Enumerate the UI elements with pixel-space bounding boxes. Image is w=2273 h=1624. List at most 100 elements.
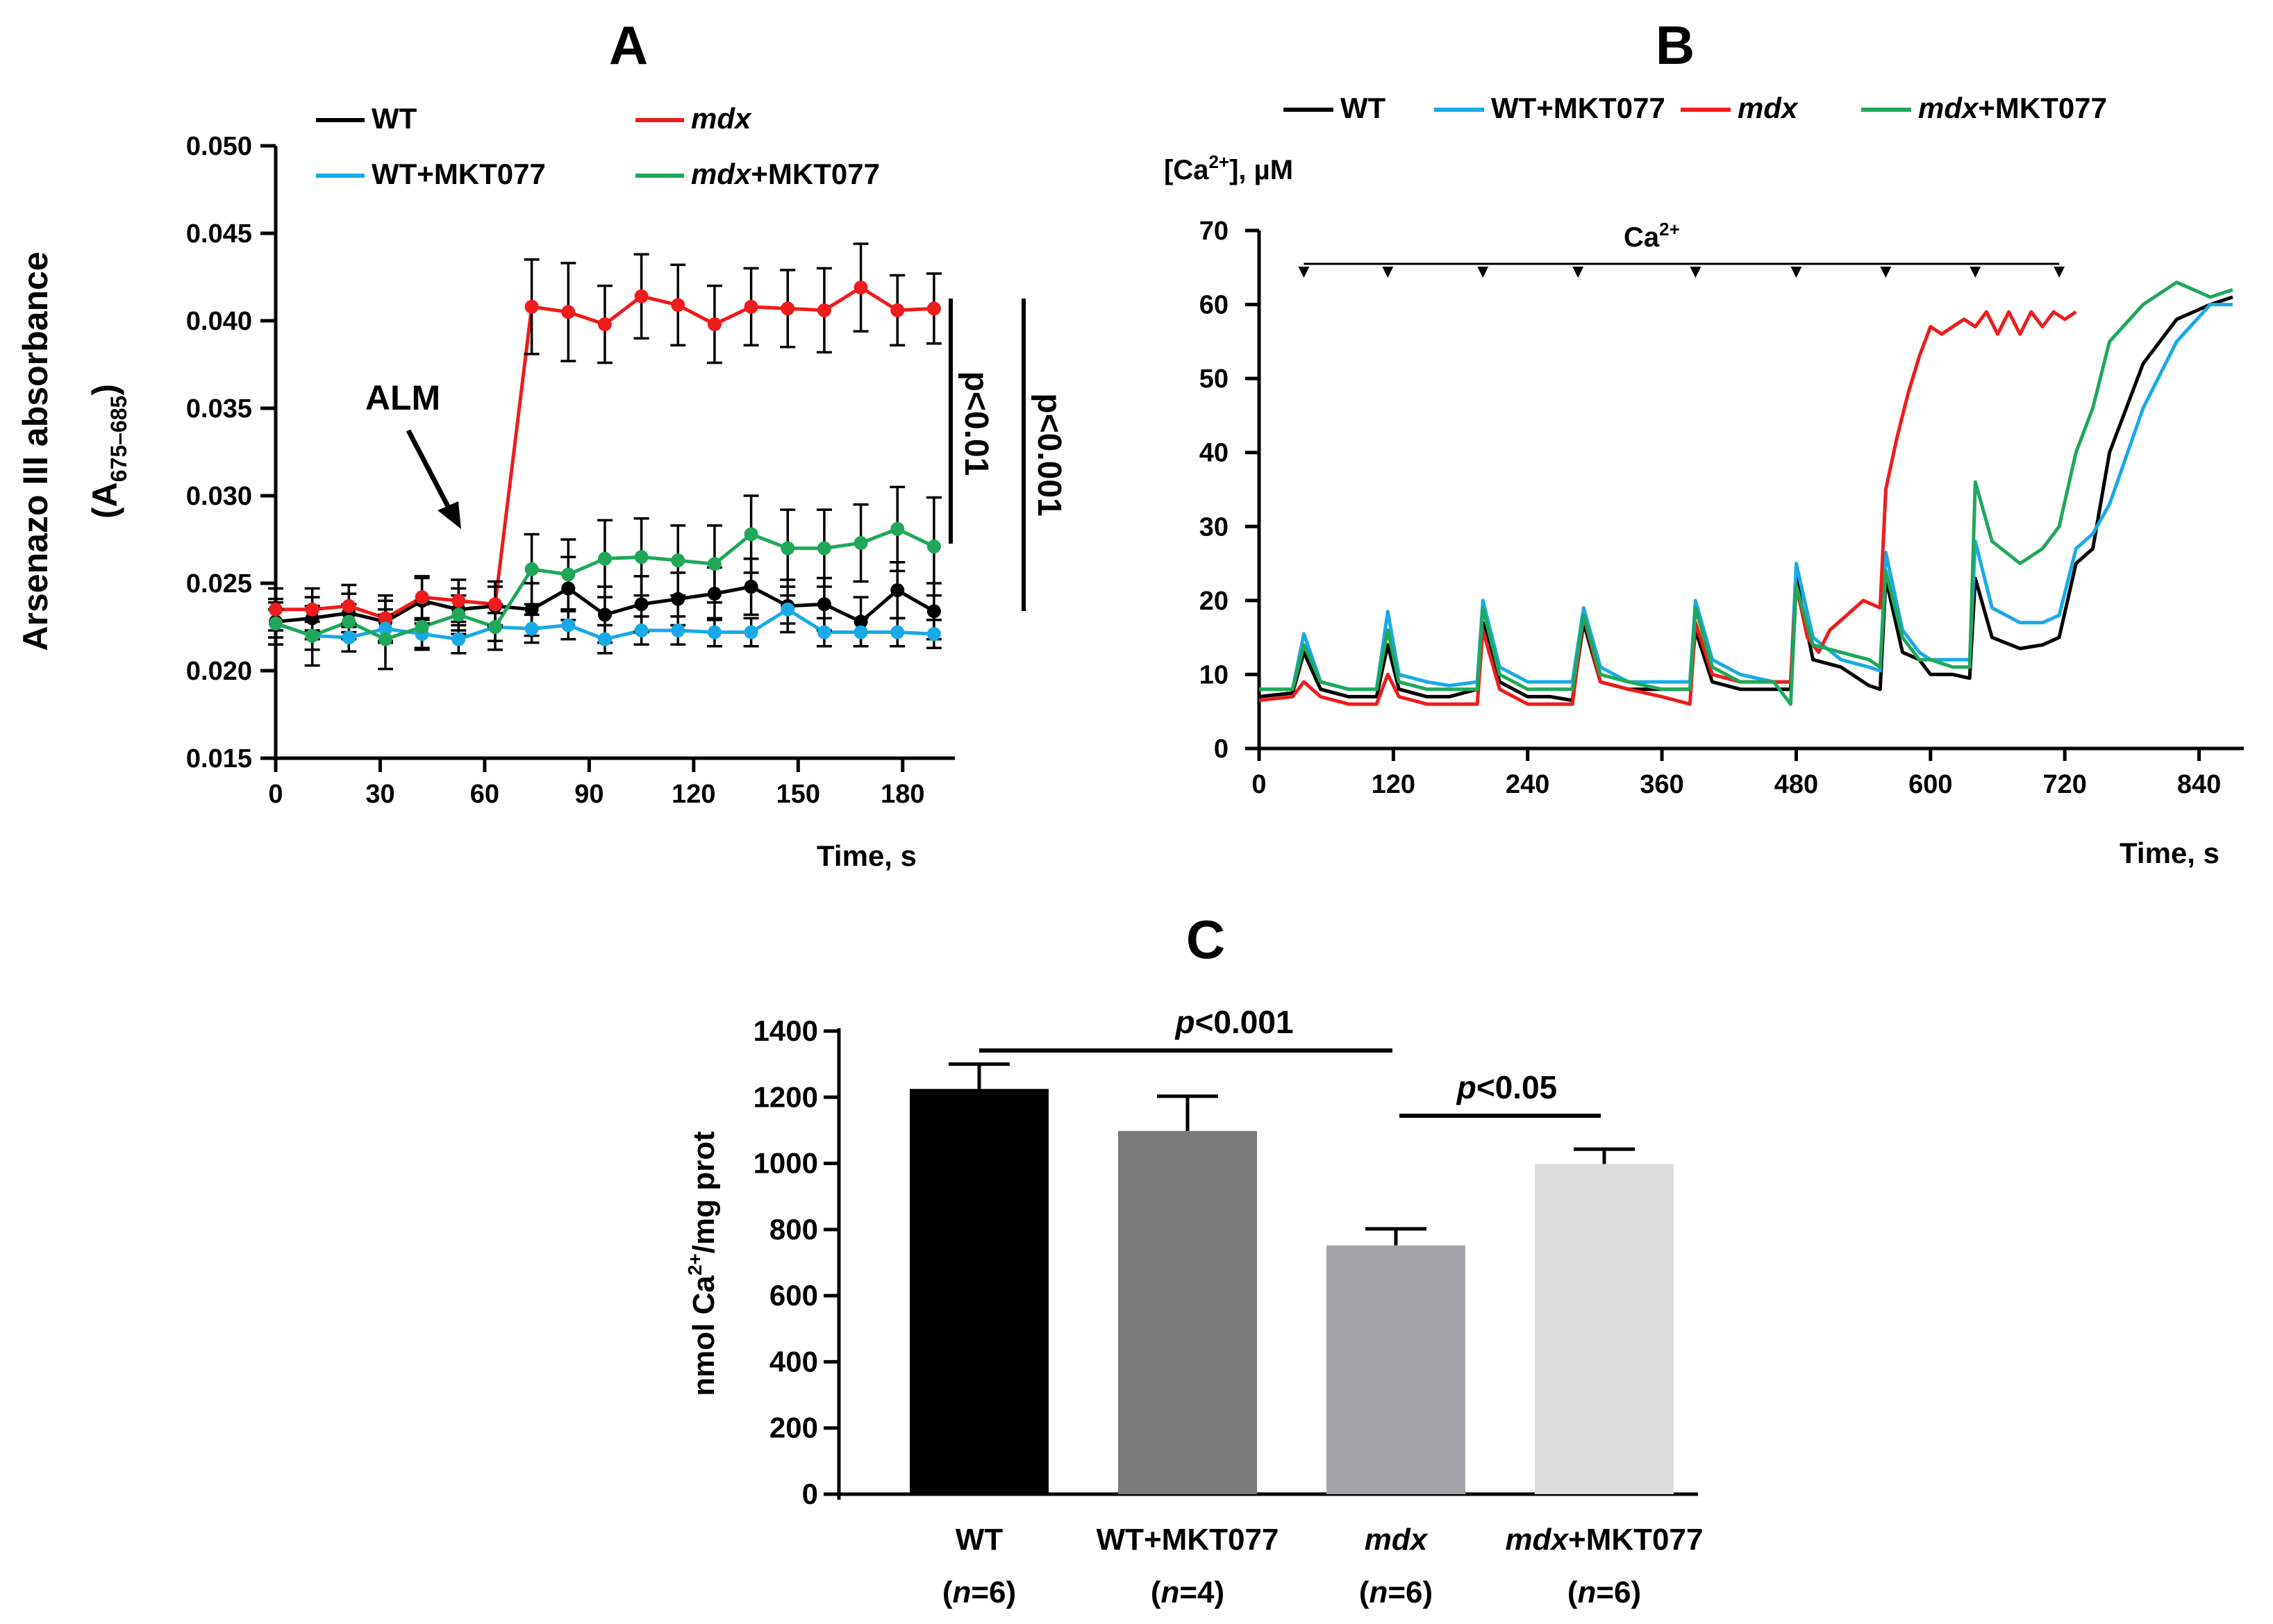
panel-a-x-tick-label: 120 bbox=[672, 780, 715, 809]
panel-a-data-point bbox=[524, 299, 539, 314]
panel-a-data-point bbox=[817, 625, 831, 639]
panel-a-data-point bbox=[451, 594, 466, 608]
panel-c-y-tick-label: 1200 bbox=[753, 1080, 818, 1113]
panel-c-y-tick-label: 0 bbox=[802, 1477, 818, 1510]
panel-b-trace bbox=[1259, 303, 2233, 692]
panel-a-data-point bbox=[671, 553, 685, 568]
panel-a-data-point bbox=[524, 562, 539, 576]
panel-a-x-tick-label: 0 bbox=[268, 780, 283, 809]
panel-a-data-point bbox=[342, 630, 356, 645]
panel-a-data-point bbox=[854, 281, 868, 295]
panel-b-x-tick-label: 600 bbox=[1908, 770, 1952, 799]
panel-c-bar bbox=[1535, 1164, 1674, 1494]
panel-a-data-point bbox=[817, 597, 831, 612]
panel-a-data-point bbox=[781, 602, 795, 617]
panel-a-data-point bbox=[524, 602, 539, 617]
panel-b-trace bbox=[1258, 295, 2233, 703]
panel-a-x-axis-title: Time, s bbox=[817, 839, 917, 872]
panel-a-data-point bbox=[597, 608, 612, 622]
panel-a-data-point bbox=[451, 608, 466, 622]
panel-a-data-point bbox=[890, 303, 905, 317]
panel-a-y-tick-label: 0.030 bbox=[186, 482, 252, 511]
panel-a-data-point bbox=[854, 625, 868, 639]
panel-a-data-point bbox=[378, 611, 392, 626]
panel-a-x-tick-label: 60 bbox=[470, 780, 499, 809]
panel-a-data-point bbox=[634, 550, 649, 564]
panel-c-category-n: (n=4) bbox=[1151, 1575, 1224, 1609]
panel-b-ca-addition-marker bbox=[1572, 267, 1584, 278]
panel-a-y-tick-label: 0.035 bbox=[186, 394, 252, 424]
panel-a-alm-label: ALM bbox=[365, 378, 440, 417]
panel-b-ca-label: Ca2+ bbox=[1624, 219, 1680, 253]
panel-a-data-point bbox=[890, 583, 905, 598]
panel-b-ca-addition-marker bbox=[1690, 267, 1701, 278]
panel-a-alm-arrow-shaft bbox=[406, 429, 453, 512]
panel-a-sig-label-1: p<0.01 bbox=[958, 371, 994, 476]
panel-a-chart: 0.015 0.020 0.025 0.030 0.035 0.040 0.045 0.050… bbox=[16, 102, 1067, 872]
panel-b-y-axis-title: [Ca2+], µM bbox=[1164, 151, 1293, 185]
panel-a-data-point bbox=[634, 597, 649, 612]
panel-a-y-axis-subtitle: (A675–685) bbox=[85, 384, 131, 519]
panel-b-ca-addition-marker bbox=[1790, 267, 1802, 278]
panel-a-y-tick-label: 0.040 bbox=[186, 307, 252, 336]
panel-b-ca-addition-marker bbox=[1298, 267, 1310, 278]
panel-a-data-point bbox=[378, 621, 392, 636]
panel-b-y-tick-label: 50 bbox=[1199, 365, 1229, 394]
panel-b-x-axis-title: Time, s bbox=[2120, 837, 2220, 869]
panel-b-ca-addition-marker bbox=[1382, 267, 1394, 278]
panel-c-bar bbox=[1326, 1245, 1465, 1494]
panel-c-y-tick-label: 800 bbox=[769, 1213, 818, 1246]
panel-a-sig-label-2: p<0.001 bbox=[1031, 393, 1067, 516]
panel-c-y-tick-label: 200 bbox=[769, 1412, 818, 1444]
panel-b-legend-label: WT+MKT077 bbox=[1491, 92, 1665, 124]
panel-c-y-tick-label: 1400 bbox=[753, 1014, 818, 1047]
panel-a-data-point bbox=[269, 616, 283, 630]
panel-b-x-tick-label: 480 bbox=[1774, 770, 1818, 799]
panel-c-y-tick-label: 400 bbox=[769, 1345, 818, 1378]
panel-a-data-point bbox=[817, 541, 831, 555]
panel-a-data-point bbox=[890, 625, 905, 639]
panel-b-y-tick-label: 20 bbox=[1199, 587, 1229, 616]
panel-b-chart: 0 10 20 30 40 50 60 70 0 120 240 360 480 600 720 840 Tim… bbox=[1164, 92, 2244, 869]
panel-c-y-axis-title: nmol Ca2+/mg prot bbox=[684, 1131, 721, 1396]
panel-a-data-point bbox=[926, 301, 941, 316]
panel-a-legend-label: mdx bbox=[691, 102, 752, 135]
panel-c-bar bbox=[910, 1089, 1049, 1494]
panel-a-data-point bbox=[781, 301, 795, 316]
panel-b-y-tick-label: 70 bbox=[1199, 217, 1229, 246]
panel-c-letter: C bbox=[1186, 909, 1225, 970]
panel-a-data-point bbox=[597, 317, 612, 332]
panel-c-category-label: mdx bbox=[1365, 1523, 1429, 1557]
panel-c-category-n: (n=6) bbox=[1359, 1575, 1433, 1609]
panel-c-sig-label: p<0.001 bbox=[1174, 1004, 1293, 1040]
panel-b-y-tick-label: 10 bbox=[1199, 660, 1229, 689]
panel-a-data-point bbox=[597, 551, 612, 566]
panel-b-y-tick-label: 30 bbox=[1199, 512, 1229, 542]
panel-a-data-point bbox=[561, 581, 576, 596]
panel-a-data-point bbox=[524, 621, 539, 636]
panel-a-data-point bbox=[890, 521, 905, 536]
panel-b-y-tick-label: 60 bbox=[1199, 291, 1229, 320]
panel-a-data-point bbox=[305, 602, 319, 617]
panel-a-data-point bbox=[561, 618, 576, 633]
panel-b-x-tick-label: 120 bbox=[1372, 770, 1415, 799]
panel-b-legend-label: mdx bbox=[1738, 92, 1799, 124]
panel-b-ca-addition-marker bbox=[1477, 267, 1489, 278]
panel-c-category-n: (n=6) bbox=[942, 1575, 1016, 1609]
panel-a-y-tick-label: 0.025 bbox=[186, 569, 252, 598]
panel-b-x-tick-label: 720 bbox=[2042, 770, 2086, 799]
panel-a-alm-arrow-head bbox=[438, 501, 461, 529]
panel-c-category-n: (n=6) bbox=[1567, 1575, 1641, 1609]
panel-a-data-point bbox=[488, 597, 502, 612]
panel-b-ca-addition-marker bbox=[1970, 267, 1981, 278]
panel-a-legend-label: mdx+MKT077 bbox=[691, 158, 880, 190]
panel-a-data-point bbox=[707, 557, 722, 571]
panel-a-data-point bbox=[561, 305, 576, 319]
panel-a-data-point bbox=[671, 623, 685, 638]
panel-b-x-tick-label: 360 bbox=[1640, 770, 1683, 799]
panel-a-data-point bbox=[781, 541, 795, 555]
panel-a-y-tick-label: 0.045 bbox=[186, 219, 252, 249]
panel-a-data-point bbox=[926, 627, 941, 642]
panel-c-bar bbox=[1118, 1130, 1257, 1494]
panel-a-data-point bbox=[342, 598, 356, 613]
